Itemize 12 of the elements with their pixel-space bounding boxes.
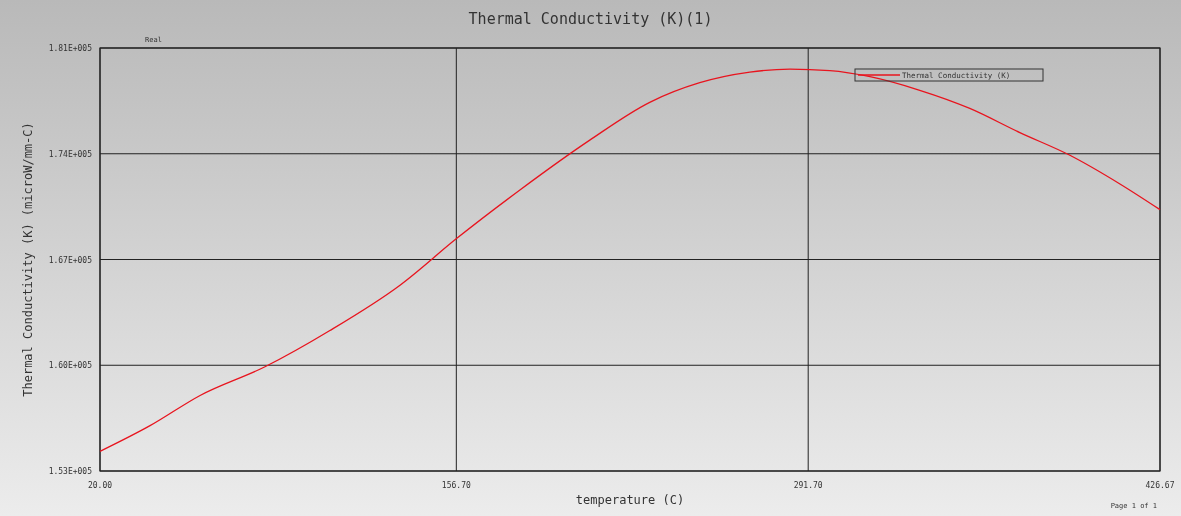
x-tick-label: 426.67	[1145, 481, 1175, 490]
y-tick-label: 1.60E+005	[48, 361, 93, 371]
x-tick-label: 20.00	[87, 481, 113, 490]
y-tick-label: 1.74E+005	[48, 149, 93, 159]
y-tick-label: 1.67E+005	[48, 255, 93, 265]
y-tick-label: 1.81E+005	[48, 44, 93, 53]
x-tick-label: 156.70	[441, 481, 471, 490]
x-tick-label: 291.70	[793, 481, 823, 490]
y-axis-title: Thermal Conductivity (K) (microW/mm-C)	[21, 122, 35, 397]
y-tick-label: 1.53E+005	[48, 467, 93, 476]
chart-title: Thermal Conductivity (K)(1)	[468, 10, 713, 28]
x-axis-title: temperature (C)	[575, 493, 685, 507]
